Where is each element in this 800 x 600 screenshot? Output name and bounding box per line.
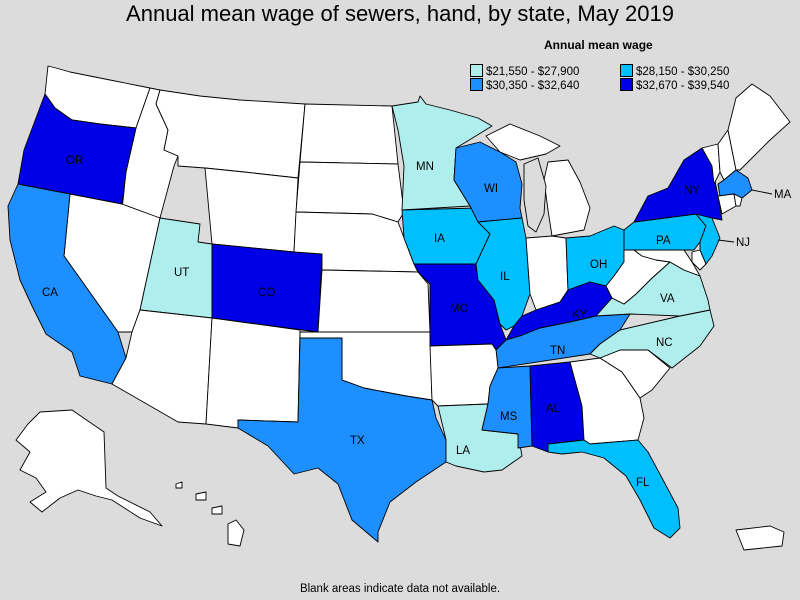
label-UT: UT (174, 267, 189, 279)
label-IL: IL (500, 271, 510, 283)
state-MN[interactable] (391, 95, 493, 211)
state-WI[interactable] (453, 141, 523, 223)
label-WI: WI (484, 183, 498, 195)
legend-item-tier1: $21,550 - $27,900 (470, 64, 579, 78)
legend-swatch-tier2 (620, 64, 633, 77)
label-OR: OR (66, 155, 83, 167)
legend-item-tier4: $32,670 - $39,540 (620, 78, 729, 92)
label-FL: FL (636, 477, 650, 489)
state-NM[interactable] (205, 317, 301, 429)
lake-michigan (523, 157, 547, 233)
territory-PR[interactable] (735, 525, 785, 551)
label-MO: MO (450, 303, 469, 315)
label-OH: OH (590, 259, 607, 271)
leader-MA (751, 189, 773, 195)
label-KY: KY (572, 309, 588, 321)
legend-swatch-tier4 (620, 78, 633, 91)
state-FL[interactable] (547, 439, 681, 539)
map-title: Annual mean wage of sewers, hand, by sta… (126, 1, 674, 26)
state-HI[interactable] (175, 481, 245, 547)
state-CA[interactable] (7, 183, 127, 385)
label-TN: TN (550, 345, 565, 357)
legend-label-tier1: $21,550 - $27,900 (486, 66, 580, 78)
state-ND[interactable] (299, 103, 399, 165)
legend-swatch-tier3 (470, 78, 483, 91)
legend-label-tier3: $30,350 - $32,640 (486, 80, 580, 92)
label-LA: LA (456, 445, 470, 457)
legend-label-tier2: $28,150 - $30,250 (636, 66, 730, 78)
leader-NJ (717, 239, 735, 243)
label-CO: CO (258, 287, 275, 299)
state-MT[interactable] (155, 89, 306, 179)
state-CO[interactable] (211, 243, 323, 333)
label-AL: AL (546, 403, 561, 415)
label-NY: NY (684, 185, 700, 197)
legend: Annual mean wage $21,550 - $27,900 $28,1… (470, 38, 770, 98)
state-MD[interactable] (633, 249, 701, 277)
footer-note: Blank areas indicate data not available. (299, 583, 501, 595)
legend-label-tier4: $32,670 - $39,540 (636, 80, 730, 92)
label-TX: TX (350, 435, 365, 447)
label-VA: VA (660, 293, 675, 305)
state-KS[interactable] (317, 269, 431, 333)
label-MS: MS (500, 411, 518, 423)
state-WY[interactable] (204, 167, 299, 253)
label-CA: CA (42, 287, 58, 299)
state-RI[interactable] (733, 193, 743, 207)
state-AR[interactable] (429, 343, 499, 407)
label-PA: PA (656, 235, 671, 247)
legend-item-tier2: $28,150 - $30,250 (620, 64, 729, 78)
state-OR[interactable] (17, 93, 137, 205)
label-IA: IA (434, 233, 445, 245)
label-NC: NC (656, 337, 673, 349)
label-MA: MA (774, 189, 792, 201)
state-AK[interactable] (15, 409, 163, 527)
label-MN: MN (416, 161, 434, 173)
state-NJ[interactable] (695, 213, 721, 265)
state-NC[interactable] (589, 309, 715, 369)
legend-item-tier3: $30,350 - $32,640 (470, 78, 579, 92)
state-TX[interactable] (237, 337, 447, 543)
state-VT[interactable] (701, 143, 721, 185)
legend-title: Annual mean wage (544, 38, 653, 52)
state-DE[interactable] (691, 249, 707, 271)
label-NJ: NJ (736, 237, 750, 249)
state-ME[interactable] (727, 83, 791, 171)
legend-swatch-tier1 (470, 64, 483, 77)
